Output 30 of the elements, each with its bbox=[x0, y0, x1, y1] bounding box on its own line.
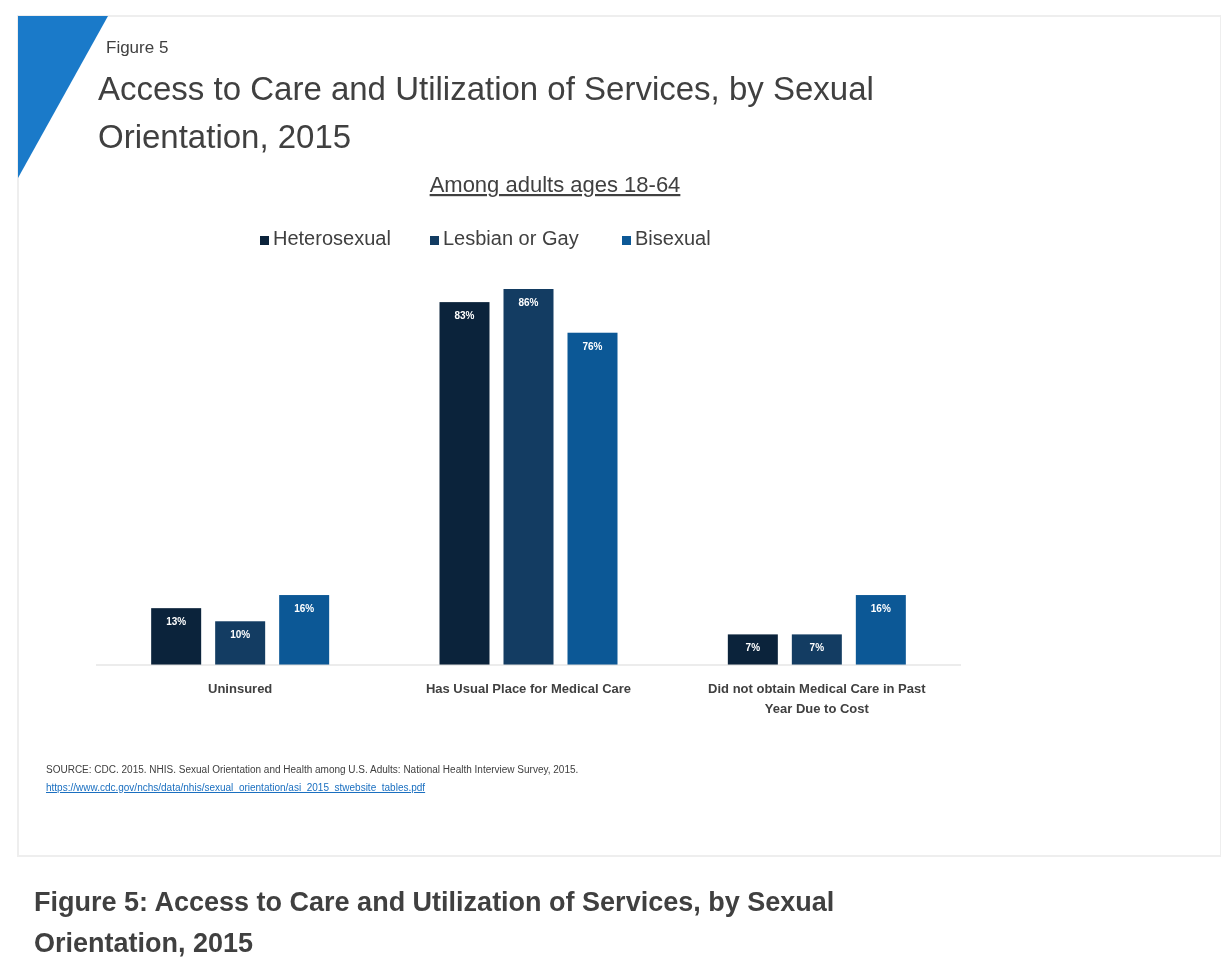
data-label: 83% bbox=[454, 310, 475, 322]
legend-label: Lesbian or Gay bbox=[443, 227, 579, 249]
data-label: 7% bbox=[745, 642, 761, 654]
bar bbox=[151, 608, 202, 665]
data-label: 13% bbox=[166, 616, 187, 628]
bar bbox=[279, 595, 330, 665]
x-tick-label: Uninsured bbox=[208, 681, 273, 696]
chart-title: Access to Care and Utilization of Services, by Sexual Orientation, 2015 bbox=[98, 70, 874, 155]
caption: Figure 5 bbox=[106, 38, 169, 57]
text: https://www.cdc.gov/nchs/data/nhis/sexual_orientation/asi_2015_stwebsite_tables.pdf bbox=[46, 782, 426, 793]
data-label: 76% bbox=[582, 340, 603, 352]
caption: Figure 5: Access to Care and Utilization of Services, by Sexual Orientation, 2015 bbox=[34, 887, 835, 958]
data-label: 16% bbox=[294, 603, 315, 615]
chart-subtitle: Among adults ages 18-64 bbox=[429, 172, 681, 197]
source-note: SOURCE: CDC. 2015. NHIS. Sexual Orientation and Health among U.S. Adults: National Health Interview Survey, 2015. bbox=[46, 764, 579, 775]
x-tick-label: Did not obtain Medical Care in Past Year Due to Cost bbox=[708, 681, 927, 716]
bar bbox=[855, 595, 906, 665]
bar bbox=[791, 634, 842, 665]
x-tick-label: Has Usual Place for Medical Care bbox=[425, 681, 632, 696]
data-label: 16% bbox=[870, 603, 891, 615]
legend-label: Bisexual bbox=[635, 227, 711, 249]
legend-label: Heterosexual bbox=[273, 227, 391, 249]
data-label: 86% bbox=[518, 297, 539, 308]
bar bbox=[439, 302, 490, 665]
bar bbox=[567, 332, 618, 665]
data-label: 10% bbox=[230, 629, 251, 641]
data-label: 7% bbox=[809, 642, 825, 654]
bar bbox=[727, 634, 778, 665]
bar bbox=[215, 621, 266, 665]
bar bbox=[503, 289, 554, 665]
